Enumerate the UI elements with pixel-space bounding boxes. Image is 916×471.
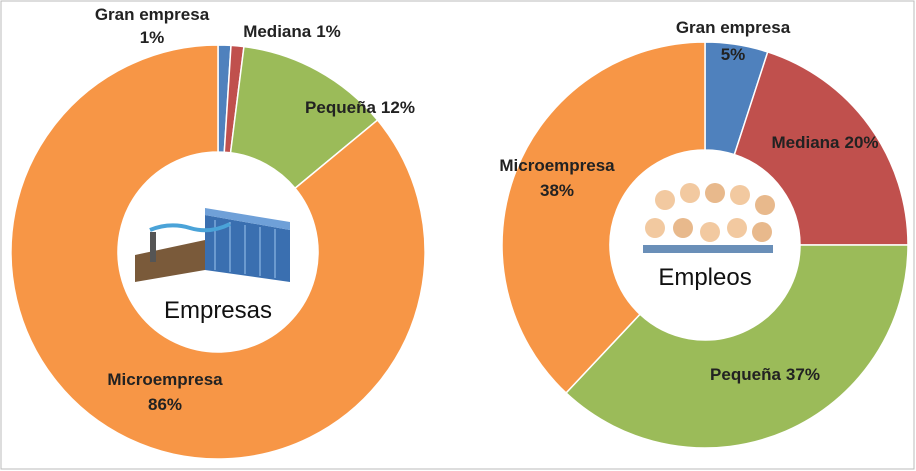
slice-category-label: Pequeña: [710, 365, 781, 384]
slice-value-label: 38%: [540, 181, 574, 200]
building-icon: [135, 208, 290, 282]
donut-slice: [733, 50, 909, 246]
slice-label: Pequeña 12%: [305, 98, 415, 117]
icons: [135, 183, 775, 282]
slice-value-label: 12%: [381, 98, 415, 117]
slice-value-label: 86%: [148, 395, 182, 414]
slice-value-label: 37%: [786, 365, 820, 384]
slice-label: Mediana 1%: [243, 22, 341, 41]
slice-value-label: 5%: [721, 45, 746, 64]
donut-slice: [10, 44, 426, 460]
slice-value-label: 20%: [845, 133, 879, 152]
slice-category-label: Mediana: [243, 22, 312, 41]
slice-category-label: Gran empresa: [95, 5, 210, 24]
slice-category-label: Gran empresa: [676, 18, 791, 37]
people-icon: [643, 183, 775, 253]
center-label: Empleos: [658, 264, 751, 291]
donut-slice: [501, 41, 706, 395]
slice-category-label: Pequeña: [305, 98, 376, 117]
slice-label: Pequeña 37%: [710, 365, 820, 384]
slice-label: Mediana 20%: [771, 133, 878, 152]
slice-category-label: Mediana: [771, 133, 840, 152]
slice-value-label: 1%: [140, 28, 165, 47]
slice-category-label: Microempresa: [499, 156, 615, 175]
slice-value-label: 1%: [316, 22, 341, 41]
center-label: Empresas: [164, 297, 272, 324]
donut-slice: [564, 244, 909, 449]
slice-category-label: Microempresa: [107, 370, 223, 389]
